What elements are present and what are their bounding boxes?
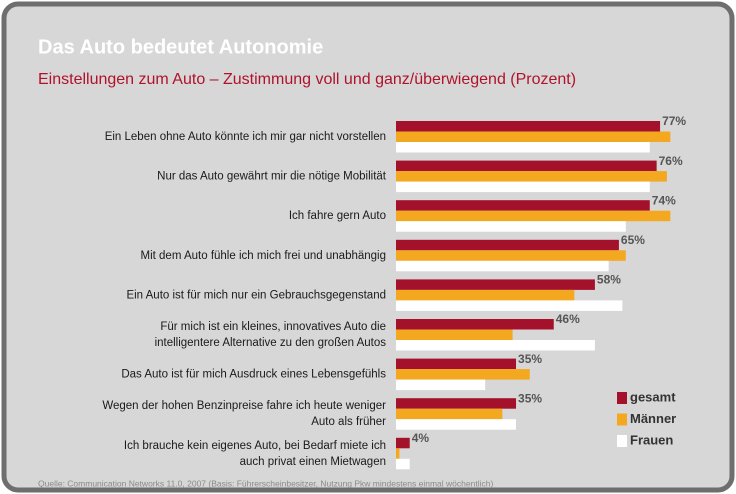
value-label: 4% <box>412 431 430 445</box>
value-label: 76% <box>659 154 683 168</box>
category-label: Für mich ist ein kleines, innovatives Au… <box>155 321 387 349</box>
bar <box>396 260 609 272</box>
source-note: Quelle: Communication Networks 11.0, 200… <box>38 478 493 488</box>
value-label: 77% <box>662 114 686 128</box>
bar <box>396 448 400 459</box>
bar <box>396 379 486 391</box>
category-label: Nur das Auto gewährt mir die nötige Mobi… <box>157 171 387 183</box>
bar <box>396 171 667 182</box>
bar <box>396 319 554 330</box>
bar <box>396 279 595 290</box>
bar <box>396 160 657 172</box>
bar <box>396 131 671 142</box>
category-label: Ein Leben ohne Auto könnte ich mir gar n… <box>105 131 386 143</box>
category-label: Ich brauche kein eigenes Auto, bei Bedar… <box>124 440 386 468</box>
bar <box>396 340 595 351</box>
value-label: 35% <box>518 391 542 405</box>
bar <box>396 181 650 193</box>
value-label: 74% <box>652 193 676 207</box>
bar <box>396 142 650 153</box>
legend-swatch <box>617 435 627 447</box>
bar <box>396 221 626 232</box>
bar <box>396 239 619 251</box>
value-label: 58% <box>597 273 621 287</box>
value-label: 46% <box>556 312 580 326</box>
value-label: 35% <box>518 352 542 366</box>
bar <box>396 329 513 340</box>
legend-label: gesamt <box>630 389 676 404</box>
bar <box>396 398 517 409</box>
category-label: Ein Auto ist für mich nur ein Gebrauchsg… <box>126 289 386 301</box>
legend-swatch <box>617 392 627 404</box>
bar <box>396 458 410 470</box>
legend-label: Männer <box>630 411 676 426</box>
bar <box>396 121 661 132</box>
bar <box>396 200 650 211</box>
value-label: 65% <box>621 233 645 247</box>
bar <box>396 300 623 311</box>
category-label: Mit dem Auto fühle ich mich frei und una… <box>141 250 386 262</box>
bar <box>396 289 575 301</box>
bar <box>396 369 530 380</box>
chart-title: Das Auto bedeutet Autonomie <box>38 36 323 58</box>
category-label: Ich fahre gern Auto <box>289 210 386 222</box>
bar <box>396 250 626 261</box>
bar <box>396 437 410 449</box>
legend-swatch <box>617 413 627 426</box>
bar <box>396 358 517 370</box>
chart-subtitle: Einstellungen zum Auto – Zustimmung voll… <box>38 71 576 88</box>
category-label: Wegen der hohen Benzinpreise fahre ich h… <box>102 400 386 428</box>
bar <box>396 408 503 420</box>
legend-label: Frauen <box>630 432 673 447</box>
bar <box>396 210 671 222</box>
category-label: Das Auto ist für mich Ausdruck eines Leb… <box>121 369 386 381</box>
bar <box>396 419 517 430</box>
